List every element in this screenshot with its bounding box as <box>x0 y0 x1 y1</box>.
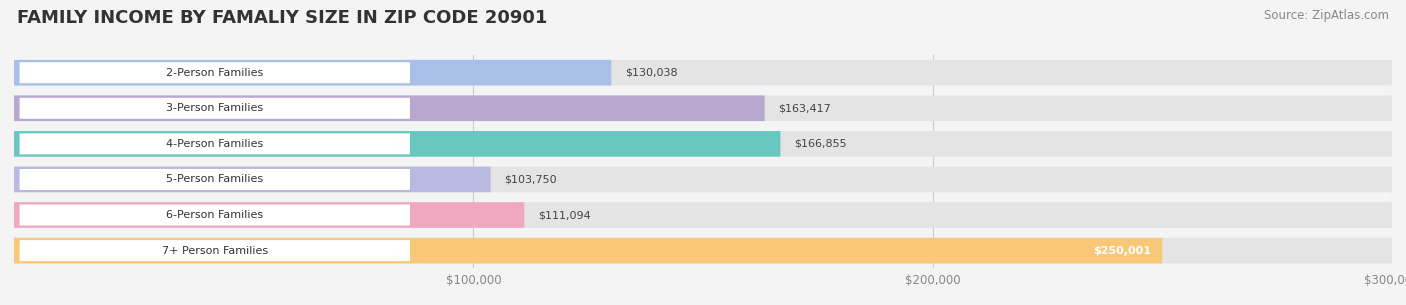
FancyBboxPatch shape <box>14 167 1392 192</box>
FancyBboxPatch shape <box>14 60 1392 85</box>
FancyBboxPatch shape <box>14 131 1392 157</box>
FancyBboxPatch shape <box>20 62 411 83</box>
FancyBboxPatch shape <box>14 202 524 228</box>
Text: 4-Person Families: 4-Person Families <box>166 139 263 149</box>
Text: $166,855: $166,855 <box>794 139 846 149</box>
Text: 2-Person Families: 2-Person Families <box>166 68 263 78</box>
FancyBboxPatch shape <box>20 205 411 225</box>
FancyBboxPatch shape <box>20 98 411 119</box>
FancyBboxPatch shape <box>14 95 1392 121</box>
Text: $130,038: $130,038 <box>626 68 678 78</box>
Text: 5-Person Families: 5-Person Families <box>166 174 263 185</box>
FancyBboxPatch shape <box>14 238 1392 264</box>
FancyBboxPatch shape <box>14 60 612 85</box>
Text: 3-Person Families: 3-Person Families <box>166 103 263 113</box>
FancyBboxPatch shape <box>20 169 411 190</box>
Text: FAMILY INCOME BY FAMALIY SIZE IN ZIP CODE 20901: FAMILY INCOME BY FAMALIY SIZE IN ZIP COD… <box>17 9 547 27</box>
Text: 6-Person Families: 6-Person Families <box>166 210 263 220</box>
FancyBboxPatch shape <box>14 202 1392 228</box>
FancyBboxPatch shape <box>14 95 765 121</box>
Text: 7+ Person Families: 7+ Person Families <box>162 246 267 256</box>
FancyBboxPatch shape <box>14 167 491 192</box>
Text: $103,750: $103,750 <box>505 174 557 185</box>
FancyBboxPatch shape <box>14 238 1163 264</box>
Text: Source: ZipAtlas.com: Source: ZipAtlas.com <box>1264 9 1389 22</box>
FancyBboxPatch shape <box>20 240 411 261</box>
Text: $163,417: $163,417 <box>779 103 831 113</box>
Text: $250,001: $250,001 <box>1094 246 1152 256</box>
FancyBboxPatch shape <box>20 133 411 154</box>
Text: $111,094: $111,094 <box>538 210 591 220</box>
FancyBboxPatch shape <box>14 131 780 157</box>
